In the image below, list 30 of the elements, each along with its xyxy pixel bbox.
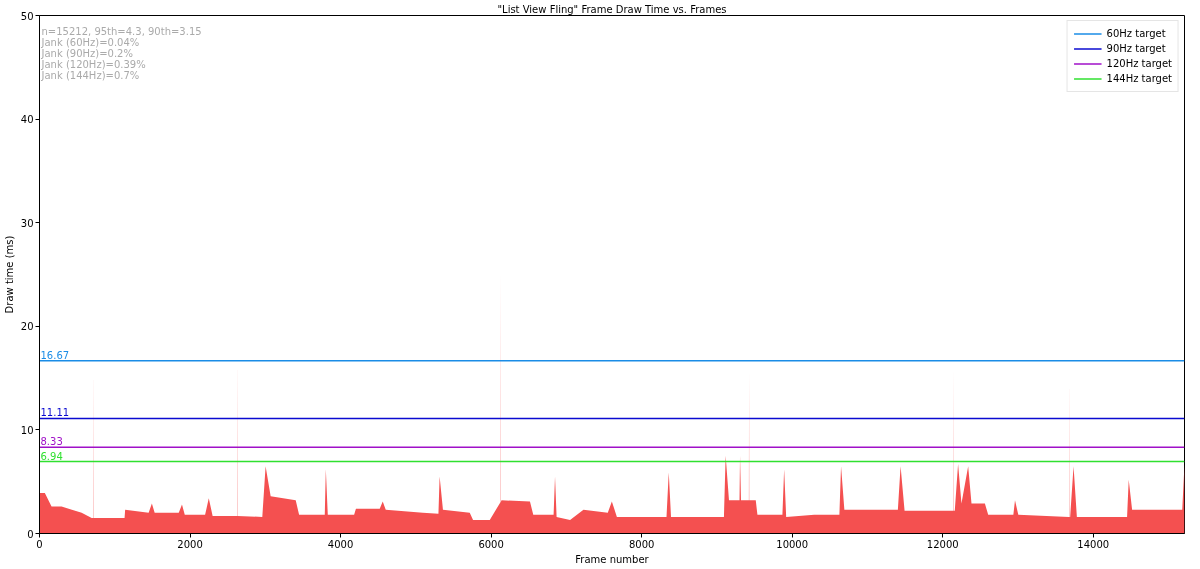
x-tick-label: 2000 — [177, 538, 203, 550]
y-tick-label: 10 — [20, 424, 34, 436]
x-tick-label: 14000 — [1077, 538, 1110, 550]
annotation: Jank (60Hz)=0.04% — [40, 36, 140, 48]
y-axis-title: Draw time (ms) — [3, 235, 15, 314]
annotation: Jank (90Hz)=0.2% — [40, 47, 133, 59]
y-tick-label: 20 — [20, 321, 34, 333]
x-tick-label: 12000 — [926, 538, 959, 550]
x-tick-label: 4000 — [327, 538, 354, 550]
legend-label: 120Hz target — [1106, 57, 1172, 70]
y-tick-label: 50 — [20, 10, 34, 22]
x-axis-title: Frame number — [575, 553, 650, 565]
y-tick-label: 0 — [27, 528, 34, 540]
data-label: 6.94 — [40, 450, 63, 462]
data-label: 11.11 — [40, 407, 70, 419]
annotation: Jank (144Hz)=0.7% — [40, 69, 140, 81]
x-tick-label: 0 — [36, 538, 43, 550]
legend-label: 90Hz target — [1106, 42, 1166, 55]
y-tick-label: 40 — [20, 114, 34, 126]
x-tick-label: 6000 — [478, 538, 504, 550]
y-tick-label: 30 — [20, 217, 34, 229]
data-label: 8.33 — [40, 436, 63, 448]
annotation: Jank (120Hz)=0.39% — [40, 58, 146, 70]
x-tick-label: 8000 — [628, 538, 655, 550]
x-tick-label: 10000 — [776, 538, 809, 550]
legend-label: 60Hz target — [1106, 27, 1166, 40]
data-label: 16.67 — [40, 349, 70, 361]
legend-label: 144Hz target — [1106, 72, 1172, 85]
annotation: n=15212, 95th=4.3, 90th=3.15 — [41, 25, 202, 37]
chart-title: "List View Fling" Frame Draw Time vs. Frames — [497, 3, 727, 15]
